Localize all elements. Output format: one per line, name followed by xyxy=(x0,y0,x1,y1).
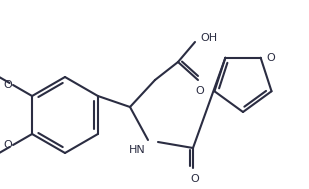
Text: O: O xyxy=(267,53,275,63)
Text: HN: HN xyxy=(129,145,146,155)
Text: O: O xyxy=(191,174,199,184)
Text: O: O xyxy=(3,80,12,90)
Text: O: O xyxy=(196,86,204,96)
Text: OH: OH xyxy=(200,33,217,43)
Text: O: O xyxy=(3,140,12,150)
